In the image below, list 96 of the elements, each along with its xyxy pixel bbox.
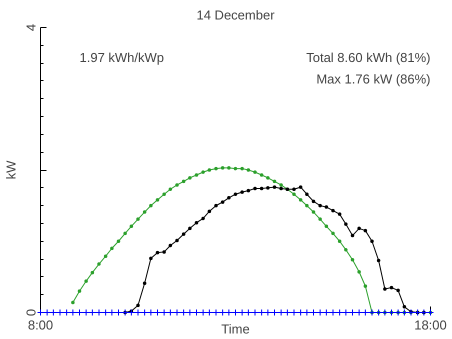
point	[156, 250, 160, 254]
chart-title: 14 December	[196, 8, 276, 22]
point	[390, 286, 394, 290]
point	[292, 192, 296, 196]
point	[214, 166, 218, 170]
point	[331, 232, 335, 236]
point	[279, 183, 283, 187]
point	[234, 166, 238, 170]
point	[78, 289, 82, 293]
point	[142, 282, 146, 286]
point	[305, 192, 309, 196]
point	[344, 222, 348, 226]
point	[123, 232, 127, 236]
point	[364, 228, 368, 232]
point	[246, 188, 250, 192]
point	[344, 248, 348, 252]
point	[383, 287, 387, 291]
point	[168, 187, 172, 191]
point	[234, 192, 238, 196]
point	[227, 196, 231, 200]
point	[376, 258, 380, 262]
point	[188, 226, 192, 230]
point	[324, 224, 328, 228]
annotation: 1.97 kWh/kWp	[80, 50, 164, 65]
point	[260, 186, 264, 190]
point	[253, 170, 257, 174]
point	[142, 210, 146, 214]
point	[71, 300, 75, 304]
point	[220, 166, 224, 170]
point	[338, 240, 342, 243]
point	[201, 216, 205, 220]
x-tick-label: 18:00	[414, 318, 447, 332]
y-tick-label: 4	[24, 24, 38, 32]
point	[318, 217, 322, 221]
point	[318, 204, 322, 208]
annotation: Total 8.60 kWh (81%)	[306, 50, 431, 65]
point	[370, 240, 374, 243]
point	[298, 185, 302, 189]
point	[272, 185, 276, 189]
point	[266, 176, 270, 180]
point	[156, 198, 160, 202]
point	[149, 256, 153, 260]
point	[110, 246, 114, 250]
point	[350, 258, 354, 262]
point	[298, 198, 302, 202]
point	[305, 204, 309, 208]
point	[312, 210, 316, 214]
point	[324, 205, 328, 209]
point	[227, 166, 231, 170]
point	[357, 226, 361, 230]
y-tick-label: 0	[24, 308, 38, 316]
point	[350, 234, 354, 238]
point	[168, 244, 172, 248]
point	[220, 200, 224, 204]
point	[246, 168, 250, 172]
point	[188, 176, 192, 180]
point	[279, 186, 283, 190]
point	[136, 217, 140, 221]
point	[253, 186, 257, 190]
annotation: Max 1.76 kW (86%)	[316, 71, 431, 86]
point	[84, 279, 88, 283]
point	[208, 210, 212, 214]
point	[396, 288, 400, 292]
point	[214, 204, 218, 208]
point	[194, 220, 198, 224]
point	[312, 200, 316, 204]
point	[338, 212, 342, 216]
point	[331, 208, 335, 212]
point	[364, 284, 368, 288]
point	[260, 173, 264, 177]
point	[90, 270, 94, 274]
point	[116, 240, 120, 243]
y-axis-title: kW	[4, 160, 18, 180]
point	[208, 168, 212, 172]
point	[182, 180, 186, 184]
x-axis-title: Time	[221, 322, 250, 336]
point	[357, 270, 361, 274]
x-tick-label: 8:00	[28, 318, 54, 332]
point	[240, 190, 244, 194]
point	[162, 192, 166, 196]
point	[272, 180, 276, 184]
point	[194, 173, 198, 177]
point	[402, 305, 406, 309]
point	[201, 170, 205, 174]
point	[130, 224, 134, 228]
point	[182, 232, 186, 236]
point	[136, 304, 140, 308]
point	[97, 262, 101, 266]
point	[292, 187, 296, 191]
point	[240, 166, 244, 170]
point	[149, 204, 153, 208]
point	[162, 250, 166, 254]
point	[266, 186, 270, 190]
point	[175, 183, 179, 187]
point	[175, 238, 179, 242]
point	[104, 254, 108, 258]
